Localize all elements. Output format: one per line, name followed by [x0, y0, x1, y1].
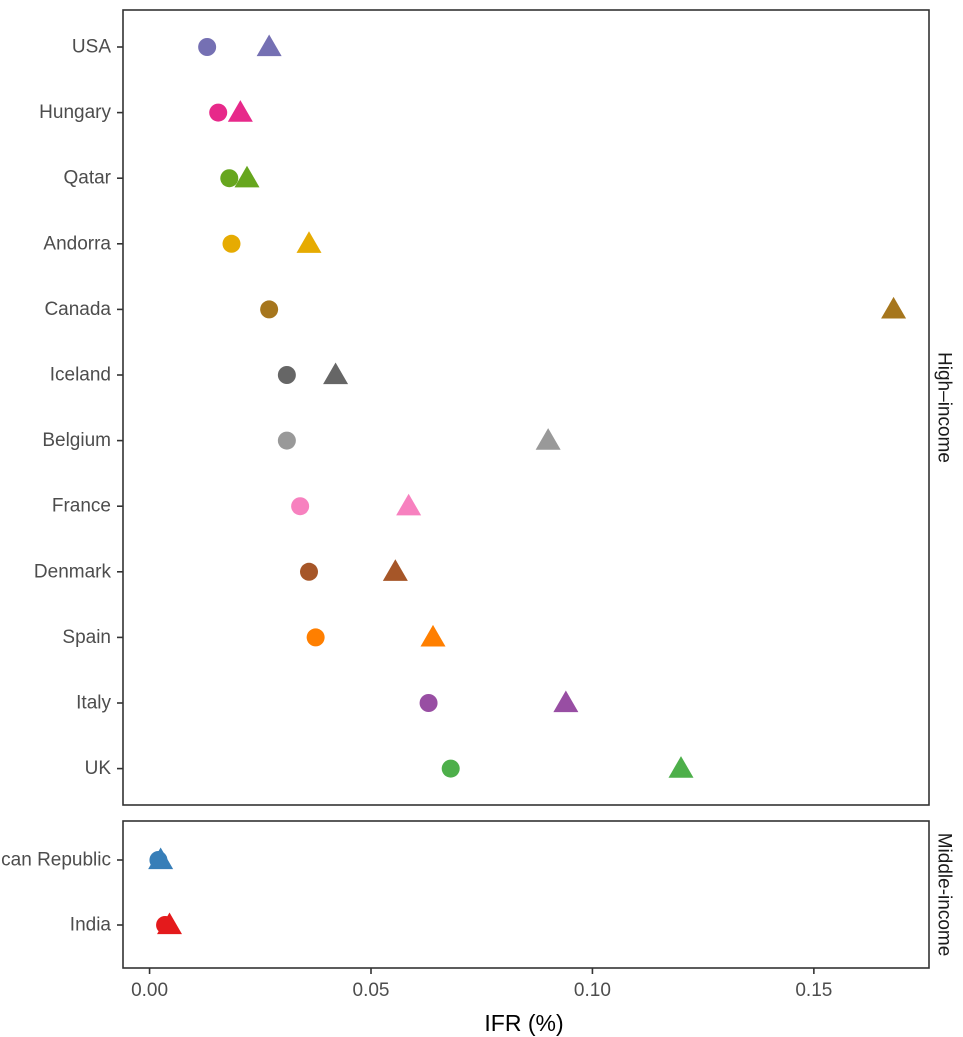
point-circle-hungary	[209, 103, 228, 122]
point-triangle-dominican-republic	[148, 847, 174, 870]
x-tick-label-0: 0.00	[131, 980, 168, 1001]
point-triangle-canada	[881, 296, 907, 319]
point-triangle-usa	[256, 34, 282, 57]
panel-1-border	[122, 820, 930, 969]
y-tick-label-qatar: Qatar	[63, 168, 111, 189]
point-triangle-denmark	[382, 559, 408, 581]
point-triangle-belgium	[535, 428, 561, 450]
point-triangle-italy	[553, 690, 579, 713]
panel-0-border	[122, 9, 930, 806]
x-tick-label-1: 0.05	[353, 980, 390, 1001]
y-tick-label-india: India	[70, 915, 112, 936]
point-circle-qatar	[220, 169, 239, 188]
point-circle-denmark	[300, 562, 318, 581]
x-tick-label-2: 0.10	[574, 980, 611, 1001]
point-triangle-andorra	[296, 231, 322, 253]
point-triangle-iceland	[323, 362, 349, 385]
y-tick-label-andorra: Andorra	[43, 233, 111, 254]
y-tick-label-iceland: Iceland	[50, 365, 111, 386]
point-circle-iceland	[277, 366, 296, 384]
point-triangle-qatar	[234, 165, 260, 188]
y-tick-label-usa: USA	[72, 37, 111, 58]
y-tick-label-denmark: Denmark	[34, 561, 112, 582]
point-triangle-france	[396, 493, 422, 516]
point-triangle-india	[157, 912, 182, 935]
point-circle-uk	[441, 759, 460, 778]
point-triangle-spain	[420, 624, 446, 647]
point-circle-italy	[419, 694, 438, 712]
y-tick-label-uk: UK	[85, 758, 112, 779]
x-axis-title: IFR (%)	[484, 1010, 563, 1036]
y-tick-label-belgium: Belgium	[42, 430, 111, 451]
point-circle-andorra	[222, 234, 241, 253]
point-triangle-hungary	[227, 100, 253, 122]
panel-0-strip-label: High–income	[934, 352, 955, 463]
point-triangle-uk	[668, 756, 694, 778]
x-tick-label-3: 0.15	[795, 980, 832, 1001]
point-circle-canada	[260, 300, 279, 319]
y-tick-label-spain: Spain	[62, 627, 111, 648]
point-circle-france	[291, 497, 310, 516]
y-tick-label-dominican-republic: Dominican Republic	[0, 850, 111, 871]
y-tick-label-italy: Italy	[76, 693, 111, 714]
point-circle-belgium	[277, 431, 296, 450]
y-tick-label-hungary: Hungary	[39, 102, 111, 123]
point-circle-spain	[306, 628, 325, 647]
y-tick-label-france: France	[52, 496, 111, 517]
y-tick-label-canada: Canada	[44, 299, 111, 320]
point-circle-usa	[198, 38, 217, 56]
panel-1-strip-label: Middle-income	[934, 833, 955, 957]
